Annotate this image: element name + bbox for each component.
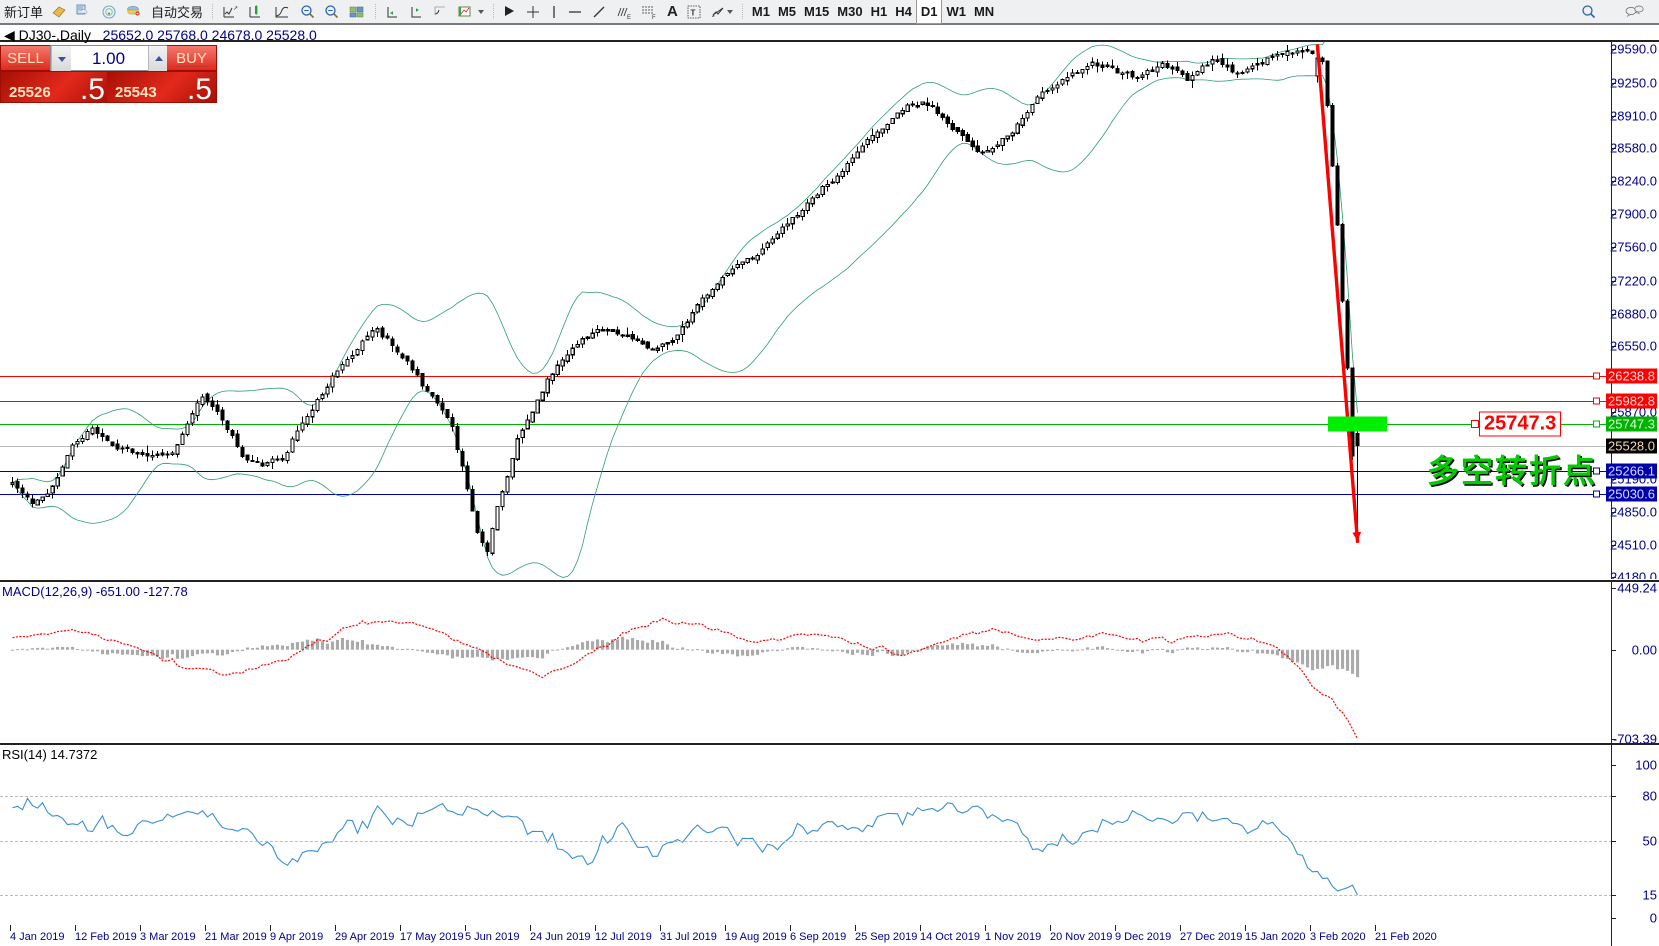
svg-text:F: F (652, 15, 656, 20)
svg-text:E: E (627, 15, 631, 20)
svg-text:T: T (690, 8, 695, 17)
svg-text:↗: ↗ (233, 6, 238, 12)
